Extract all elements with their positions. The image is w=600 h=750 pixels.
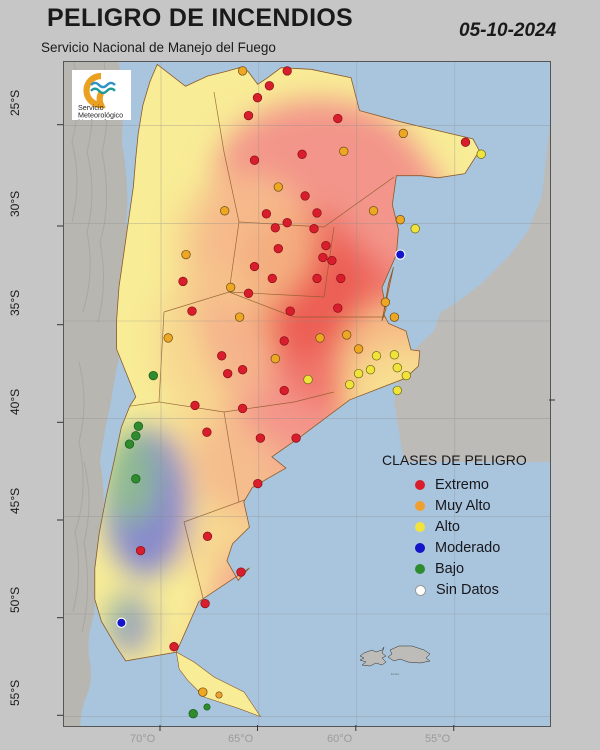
svg-text:Nacional: Nacional bbox=[78, 117, 106, 119]
svg-text:Est.Est: Est.Est bbox=[391, 672, 399, 676]
